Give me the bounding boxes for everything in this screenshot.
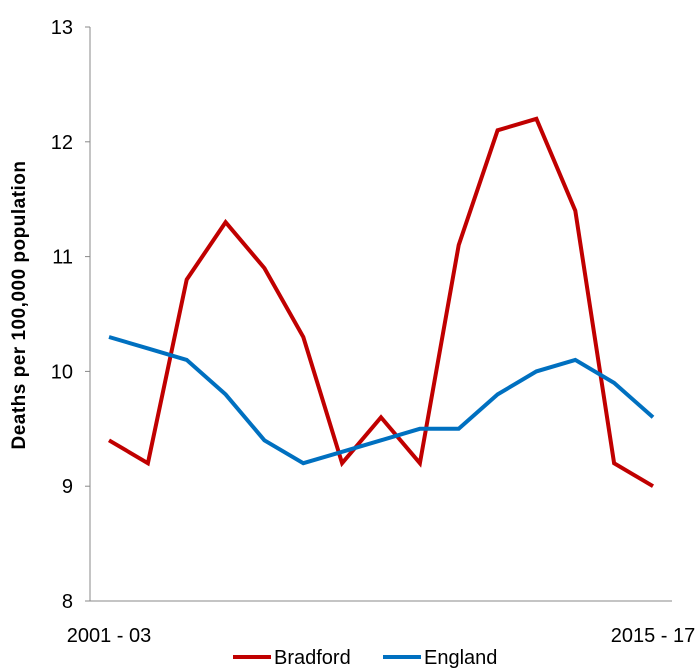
x-tick-label-first: 2001 - 03 xyxy=(67,625,152,647)
series-lines xyxy=(107,116,655,488)
legend: Bradford England xyxy=(233,647,497,668)
x-tick-label-last: 2015 - 17 xyxy=(611,625,696,647)
y-tick-label: 11 xyxy=(52,247,73,269)
y-axis-title: Deaths per 100,000 population xyxy=(9,160,30,449)
y-tick-label: 8 xyxy=(62,591,73,613)
y-tick-label: 9 xyxy=(62,476,73,498)
series-line-england xyxy=(108,335,655,466)
y-tick-label: 12 xyxy=(51,132,73,154)
y-tick-label: 13 xyxy=(51,17,73,39)
legend-label-bradford: Bradford xyxy=(274,647,351,668)
series-line-bradford xyxy=(107,116,655,488)
y-axis: 8 9 10 11 12 13 xyxy=(51,17,91,613)
y-tick-label: 10 xyxy=(51,361,73,383)
legend-label-england: England xyxy=(424,647,497,668)
x-axis: 2001 - 03 2015 - 17 xyxy=(67,600,696,647)
